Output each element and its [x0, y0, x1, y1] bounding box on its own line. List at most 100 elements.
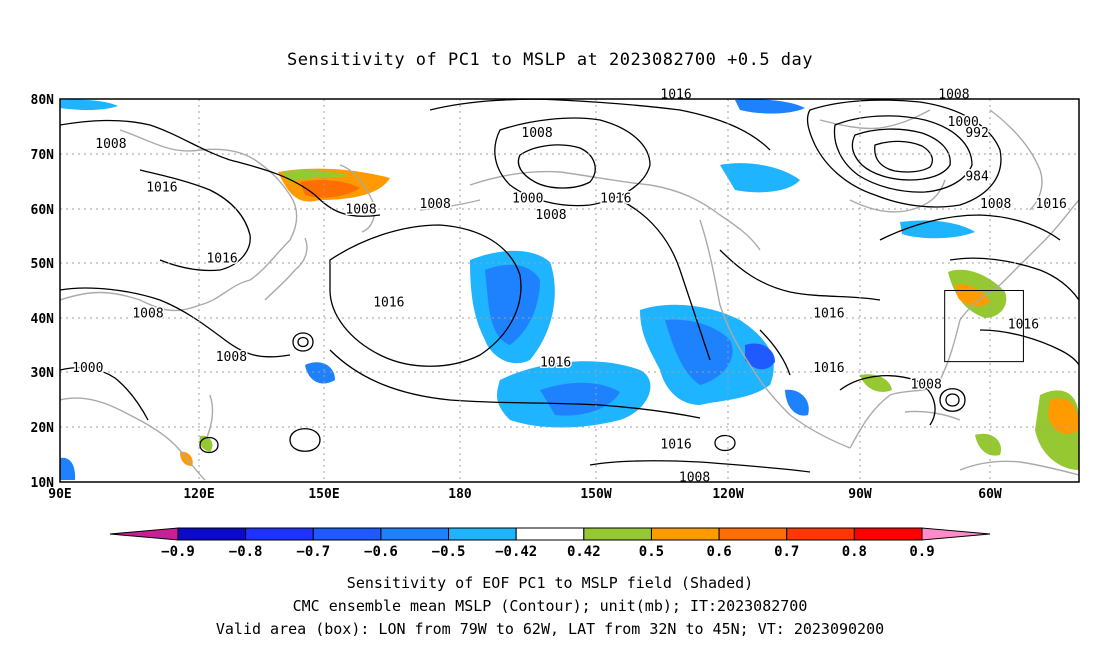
contour-1000-sw — [60, 367, 149, 421]
valid-area-box — [944, 290, 1024, 363]
colorbar-tick-label: 0.8 — [842, 544, 867, 560]
contour-value-label: 1000 — [72, 361, 103, 376]
contour-value-label: 1016 — [1036, 197, 1067, 212]
colorbar-max-triangle — [921, 527, 991, 541]
colorbar-tick-label: −0.7 — [296, 544, 330, 560]
contour-ts-atlantic — [939, 388, 966, 412]
contour-value-label: 1016 — [373, 295, 404, 310]
coast-se-asia — [60, 397, 206, 481]
coast-na-east — [999, 199, 1079, 286]
lon-label: 90E — [48, 487, 71, 502]
shade-blue-alaska — [720, 163, 800, 193]
contour-1016-north — [429, 99, 771, 151]
colorbar-tick-label: −0.5 — [432, 544, 466, 560]
contour-value-label: 1008 — [132, 306, 163, 321]
shade-blue-nw-corner — [60, 99, 118, 110]
contour-value-label: 1008 — [910, 378, 941, 393]
coast-asia — [60, 129, 298, 312]
contour-value-label: 1008 — [938, 88, 969, 103]
coast-philippines — [205, 394, 214, 441]
caption-contour: CMC ensemble mean MSLP (Contour); unit(m… — [292, 597, 808, 615]
lon-label: 90W — [848, 487, 872, 502]
shade-blue-subtropical-core — [540, 382, 620, 416]
colorbar-swatch — [583, 527, 652, 541]
contour-992-canada-low — [851, 128, 951, 181]
contour-value-label: 1016 — [813, 361, 844, 376]
contour-ts-atlantic-inner — [945, 393, 960, 407]
colorbar-tick-label: 0.6 — [706, 544, 731, 560]
shade-blue-sw-corner — [60, 457, 76, 480]
contour-low-pacific — [289, 428, 321, 452]
contour-1016-atlantic — [949, 257, 1079, 301]
shade-green-gulf — [860, 374, 892, 392]
mslp-contours — [60, 99, 1079, 473]
contour-1000-aleutian — [517, 144, 596, 189]
contour-low-sc — [714, 434, 736, 452]
colorbar-tick-label: −0.9 — [161, 544, 195, 560]
lon-label: 150E — [308, 487, 339, 502]
contour-value-label: 1000 — [512, 191, 543, 206]
shade-green-caribbean — [975, 433, 1001, 456]
contour-1008-aleutian — [494, 117, 651, 207]
contour-value-label: 1008 — [535, 208, 566, 223]
contour-1000-canada-low — [833, 115, 973, 193]
colorbar-swatch — [448, 527, 517, 541]
contour-value-label: 1008 — [980, 197, 1011, 212]
lon-label: 60W — [978, 487, 1002, 502]
contour-value-label: 1016 — [206, 252, 237, 267]
contour-value-label: 1016 — [600, 191, 631, 206]
colorbar-swatch — [380, 527, 450, 541]
shade-blue-arctic — [735, 99, 805, 114]
contour-typhoon-inner — [297, 336, 309, 348]
lat-label: 60N — [31, 203, 55, 218]
lat-label: 30N — [31, 366, 55, 381]
contour-1016-asia — [139, 169, 251, 272]
contour-1008-south — [589, 460, 811, 473]
lon-label: 150W — [580, 487, 611, 502]
coast-gulf — [849, 284, 1001, 449]
contour-value-label: 1016 — [660, 438, 691, 453]
contour-value-label: 1008 — [679, 471, 710, 486]
contour-1016-gulf-west — [759, 329, 791, 376]
contour-value-label: 1016 — [540, 356, 571, 371]
coast-kamchatka — [339, 164, 376, 233]
shade-red-gulf-stream — [955, 284, 990, 307]
colorbar-swatch — [177, 527, 247, 541]
contour-value-label: 984 — [965, 170, 989, 185]
contour-value-label: 1008 — [95, 137, 126, 152]
shade-blue-mexico — [785, 389, 809, 416]
contour-1016-gulf-alaska — [619, 199, 711, 361]
coast-greenland — [989, 109, 1043, 211]
contour-1008-labrador — [879, 214, 1061, 241]
lon-label: 120E — [183, 487, 214, 502]
contour-1008-nw — [60, 119, 381, 217]
contour-value-label: 1008 — [521, 126, 552, 141]
shade-blue-central-pacific-core — [485, 264, 540, 345]
lat-label: 70N — [31, 148, 55, 163]
contour-value-label: 992 — [965, 126, 988, 141]
contour-value-label: 1000 — [948, 115, 979, 130]
contour-value-label: 1016 — [146, 181, 177, 196]
colorbar: −0.9 −0.8 −0.7 −0.6 −0.5 −0.42 0.42 0.5 0.6 0.7 0.… — [109, 527, 991, 560]
colorbar-tick-label: −0.8 — [229, 544, 263, 560]
coast-south-america — [959, 460, 1079, 476]
contour-low-scs — [199, 436, 219, 454]
caption-shading: Sensitivity of EOF PC1 to MSLP field (Sh… — [346, 574, 754, 592]
colorbar-swatch — [312, 527, 382, 541]
contour-value-label: 1008 — [345, 202, 376, 217]
contour-value-label: 1008 — [216, 350, 247, 365]
colorbar-swatch — [650, 527, 720, 541]
colorbar-swatch — [245, 527, 314, 541]
colorbar-tick-label: 0.9 — [909, 544, 934, 560]
colorbar-min-triangle — [109, 527, 179, 541]
colorbar-tick-label: 0.42 — [567, 544, 601, 560]
shade-green-okhotsk — [282, 169, 350, 182]
contour-1008-caribbean — [839, 375, 936, 426]
shade-blue-baja — [745, 343, 775, 370]
shade-blue-west-pacific — [305, 362, 335, 384]
contour-1016-na — [719, 249, 881, 301]
caption-valid-area: Valid area (box): LON from 79W to 62W, L… — [215, 620, 885, 638]
lat-label: 40N — [31, 312, 55, 327]
lat-label: 80N — [31, 93, 55, 108]
